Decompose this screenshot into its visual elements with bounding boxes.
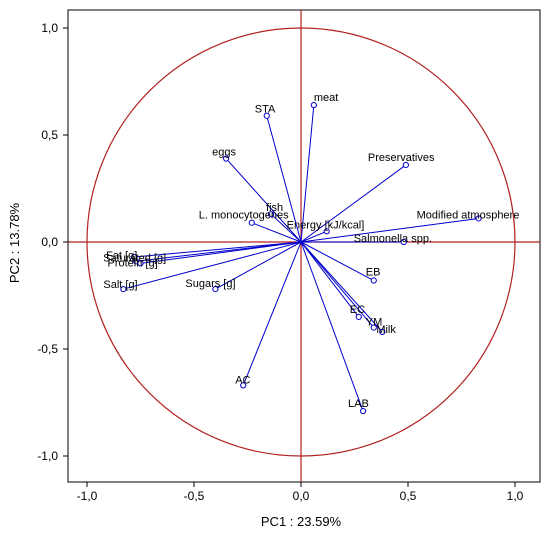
label-milk: Milk xyxy=(376,324,396,336)
point-milk xyxy=(379,328,386,335)
plot-frame xyxy=(67,9,541,483)
y-tick-label: 0,5 xyxy=(41,128,58,142)
vector-fish xyxy=(270,213,302,243)
point-eb xyxy=(370,277,377,284)
vector-fat-g xyxy=(134,241,302,258)
label-ym: YM xyxy=(366,317,383,329)
label-lab: LAB xyxy=(348,398,369,410)
label-ac: AC xyxy=(235,374,250,386)
point-sta xyxy=(263,112,270,119)
label-salmonella-spp: Salmonella spp. xyxy=(354,233,432,245)
vector-ec xyxy=(300,241,360,318)
vector-milk xyxy=(300,241,383,333)
vector-eggs xyxy=(225,158,302,243)
vector-ac xyxy=(242,241,302,386)
point-ac xyxy=(240,382,247,389)
point-lab xyxy=(359,407,367,415)
point-protein-g xyxy=(137,260,144,267)
label-ec: EC xyxy=(350,304,365,316)
y-tick-label: 1,0 xyxy=(41,21,58,35)
loading-vectors-layer xyxy=(120,101,482,415)
vector-ym xyxy=(300,241,375,328)
x-axis-title: PC1 : 23.59% xyxy=(261,514,342,529)
vector-energy-kj-kcal xyxy=(300,230,327,243)
point-l-monocytogenes xyxy=(248,219,255,226)
label-fish: fish xyxy=(266,202,283,214)
label-eb: EB xyxy=(366,267,381,279)
label-eggs: eggs xyxy=(212,147,236,159)
vector-modified-atmosphere xyxy=(300,217,479,243)
point-sugars-g xyxy=(212,285,219,293)
label-salt-g: Salt [g] xyxy=(103,279,137,291)
vector-protein-g xyxy=(140,241,302,264)
vector-sugars-g xyxy=(215,241,302,290)
label-l-monocytogenes: L. monocytogenes xyxy=(199,210,289,222)
x-tick-label: -0,5 xyxy=(184,489,205,503)
point-salt-g xyxy=(120,285,127,293)
x-tick-label: -1,0 xyxy=(77,489,98,503)
label-preservatives: Preservatives xyxy=(368,152,435,164)
x-tick-label: 0,0 xyxy=(293,489,310,503)
point-modified-atmosphere xyxy=(475,215,482,222)
point-ym xyxy=(370,324,377,331)
point-ec xyxy=(355,313,362,320)
ticks-layer: -1,0 -0,5 0,0 0,5 1,0 1,0 0,5 0,0 -0,5 -1,0 xyxy=(37,21,523,503)
y-tick-label: 0,0 xyxy=(41,235,58,249)
point-meat xyxy=(310,101,317,109)
vector-eb xyxy=(300,241,374,281)
label-sugars-g: Sugars [g] xyxy=(185,278,235,290)
point-eggs xyxy=(223,155,230,162)
point-salmonella-spp xyxy=(400,238,407,246)
label-fat-g: Fat [g] xyxy=(106,250,137,262)
label-sta: STA xyxy=(255,104,276,116)
y-axis-title: PC2 : 13.78% xyxy=(7,202,22,283)
label-energy-kj-kcal: Energy [kJ/kcal] xyxy=(287,219,365,231)
vector-preservatives xyxy=(300,164,407,243)
label-saturated-g: Saturated [g] xyxy=(103,252,166,264)
y-tick-label: -0,5 xyxy=(37,342,58,356)
vector-l-monocytogenes xyxy=(251,222,302,243)
x-tick-label: 0,5 xyxy=(400,489,417,503)
x-tick-label: 1,0 xyxy=(507,489,524,503)
vector-sta xyxy=(266,115,302,243)
label-protein-g: Protein [g] xyxy=(108,257,158,269)
point-energy-kj-kcal xyxy=(323,228,330,235)
vector-lab xyxy=(300,241,364,412)
vector-meat xyxy=(300,104,315,243)
point-preservatives xyxy=(402,161,409,169)
label-meat: meat xyxy=(314,92,338,104)
vector-salt-g xyxy=(123,241,302,290)
y-tick-label: -1,0 xyxy=(37,449,58,463)
point-fish xyxy=(267,211,275,218)
label-modified-atmosphere: Modified atmosphere xyxy=(417,209,520,221)
